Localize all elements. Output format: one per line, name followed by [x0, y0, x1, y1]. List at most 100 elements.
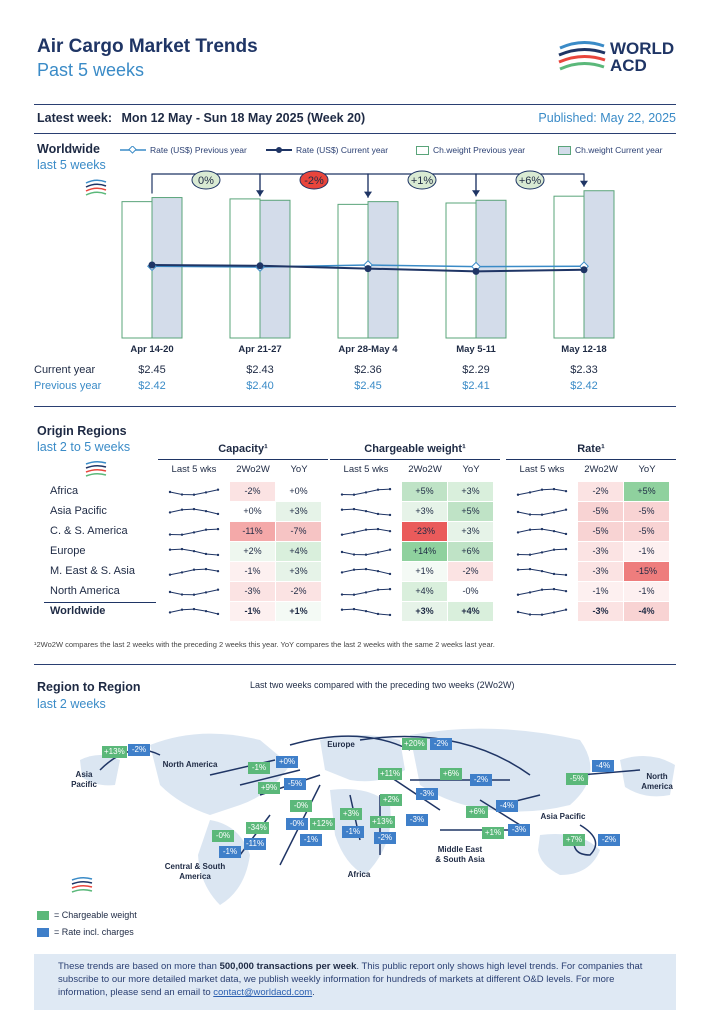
sparkline-point — [540, 488, 544, 491]
previous-year-value: $2.42 — [570, 380, 598, 392]
sparkline-point — [376, 551, 380, 554]
sparkline-point — [364, 591, 368, 594]
swatch-icon — [37, 910, 49, 920]
sparkline-point — [168, 590, 172, 594]
sparkline-point — [516, 610, 520, 614]
sub-header: YoY — [638, 464, 656, 475]
contact-email-link[interactable]: contact@worldacd.com — [213, 987, 313, 998]
tag-chargeable-weight: +11% — [378, 768, 403, 780]
sparkline-point — [528, 528, 532, 531]
tag-chargeable-weight: +6% — [466, 806, 488, 818]
tag-chargeable-weight: -34% — [246, 822, 269, 834]
value-cell: -3% — [578, 542, 623, 561]
report-title: Air Cargo Market Trends — [37, 36, 258, 57]
divider — [34, 133, 676, 134]
value-cell: +4% — [402, 582, 447, 601]
sparkline-point — [352, 507, 356, 511]
sparkline-point — [388, 572, 392, 576]
sparkline-point — [528, 613, 532, 616]
region-label: M. East & S. Asia — [50, 565, 135, 577]
value-cell: +1% — [276, 602, 321, 621]
value-cell: -1% — [624, 582, 669, 601]
sparkline-point — [204, 528, 208, 531]
sparkline-point — [528, 513, 532, 516]
region-label: North America — [50, 585, 120, 597]
x-tick-label: May 5-11 — [456, 344, 496, 355]
bar-cw-prev — [337, 203, 369, 339]
value-cell: -3% — [230, 582, 275, 601]
sparkline — [168, 507, 220, 516]
origin-title: Origin Regions — [37, 424, 127, 438]
sparkline — [168, 527, 220, 536]
row-current-label: Current year — [34, 364, 96, 376]
footer-bold: 500,000 transactions per week — [219, 961, 357, 972]
sparkline — [168, 488, 220, 496]
value-cell: -2% — [276, 582, 321, 601]
sparkline-point — [516, 510, 520, 514]
sparkline-point — [168, 490, 172, 494]
value-cell: -3% — [578, 562, 623, 581]
sparkline-point — [216, 612, 220, 616]
divider — [34, 406, 676, 407]
footer-note: These trends are based on more than 500,… — [34, 954, 676, 1010]
sparkline-point — [552, 611, 556, 614]
value-cell: -1% — [230, 562, 275, 581]
sparkline-point — [364, 553, 368, 556]
sparkline-point — [564, 508, 568, 511]
tag-chargeable-weight: +2% — [380, 794, 402, 806]
sparkline-point — [564, 489, 568, 493]
sparkline-point — [388, 548, 392, 551]
tag-rate: -2% — [598, 834, 620, 846]
map-region-label: North America — [641, 772, 673, 791]
value-cell: +3% — [448, 482, 493, 501]
value-cell: +6% — [448, 542, 493, 561]
sparkline-point — [364, 509, 368, 513]
swatch-icon — [558, 145, 571, 155]
sparkline — [516, 547, 568, 556]
sparkline — [340, 567, 392, 576]
sparkline — [340, 487, 392, 496]
value-cell: -15% — [624, 562, 669, 581]
group-underline — [158, 459, 328, 460]
sparkline-point — [540, 613, 544, 616]
sparkline — [340, 527, 392, 536]
sub-header: Last 5 wks — [171, 464, 217, 475]
sparkline-point — [528, 567, 532, 571]
tag-rate: -2% — [430, 738, 452, 750]
change-label: -2% — [304, 175, 324, 187]
group-header: Capacity¹ — [218, 443, 268, 455]
sparkline-point — [216, 553, 220, 557]
current-year-value: $2.43 — [246, 364, 274, 376]
sparkline-point — [564, 573, 568, 577]
sparkline — [340, 507, 392, 517]
value-cell: -1% — [578, 582, 623, 601]
sparkline-point — [168, 511, 172, 514]
sparkline-point — [340, 593, 344, 596]
footer-text: . This public report only shows high lev… — [58, 961, 643, 998]
worldacd-small-logo-icon — [85, 460, 107, 477]
current-year-value: $2.33 — [570, 364, 598, 376]
sparkline-point — [516, 493, 520, 496]
value-cell: -4% — [624, 602, 669, 621]
r2r-caption: Last two weeks compared with the precedi… — [250, 680, 515, 690]
legend-label: Rate (US$) Previous year — [150, 145, 247, 155]
change-badge — [515, 170, 545, 190]
value-cell: -5% — [578, 522, 623, 541]
group-header: Rate¹ — [577, 443, 605, 455]
sub-header: 2Wo2W — [584, 464, 618, 475]
tag-chargeable-weight: -1% — [248, 762, 270, 774]
value-cell: -7% — [276, 522, 321, 541]
sparkline-point — [352, 607, 356, 611]
sparkline-point — [216, 588, 220, 591]
tag-chargeable-weight: +7% — [563, 834, 585, 846]
footer-text: These trends are based on more than — [58, 961, 220, 972]
sparkline-point — [564, 608, 568, 611]
tag-rate: -3% — [508, 824, 530, 836]
sparkline-point — [352, 553, 356, 556]
legend-label: = Chargeable weight — [54, 910, 137, 920]
divider — [34, 664, 676, 665]
sparkline-point — [180, 608, 184, 611]
sparkline — [168, 607, 220, 616]
sparkline-point — [376, 588, 380, 591]
sparkline-point — [364, 528, 368, 531]
